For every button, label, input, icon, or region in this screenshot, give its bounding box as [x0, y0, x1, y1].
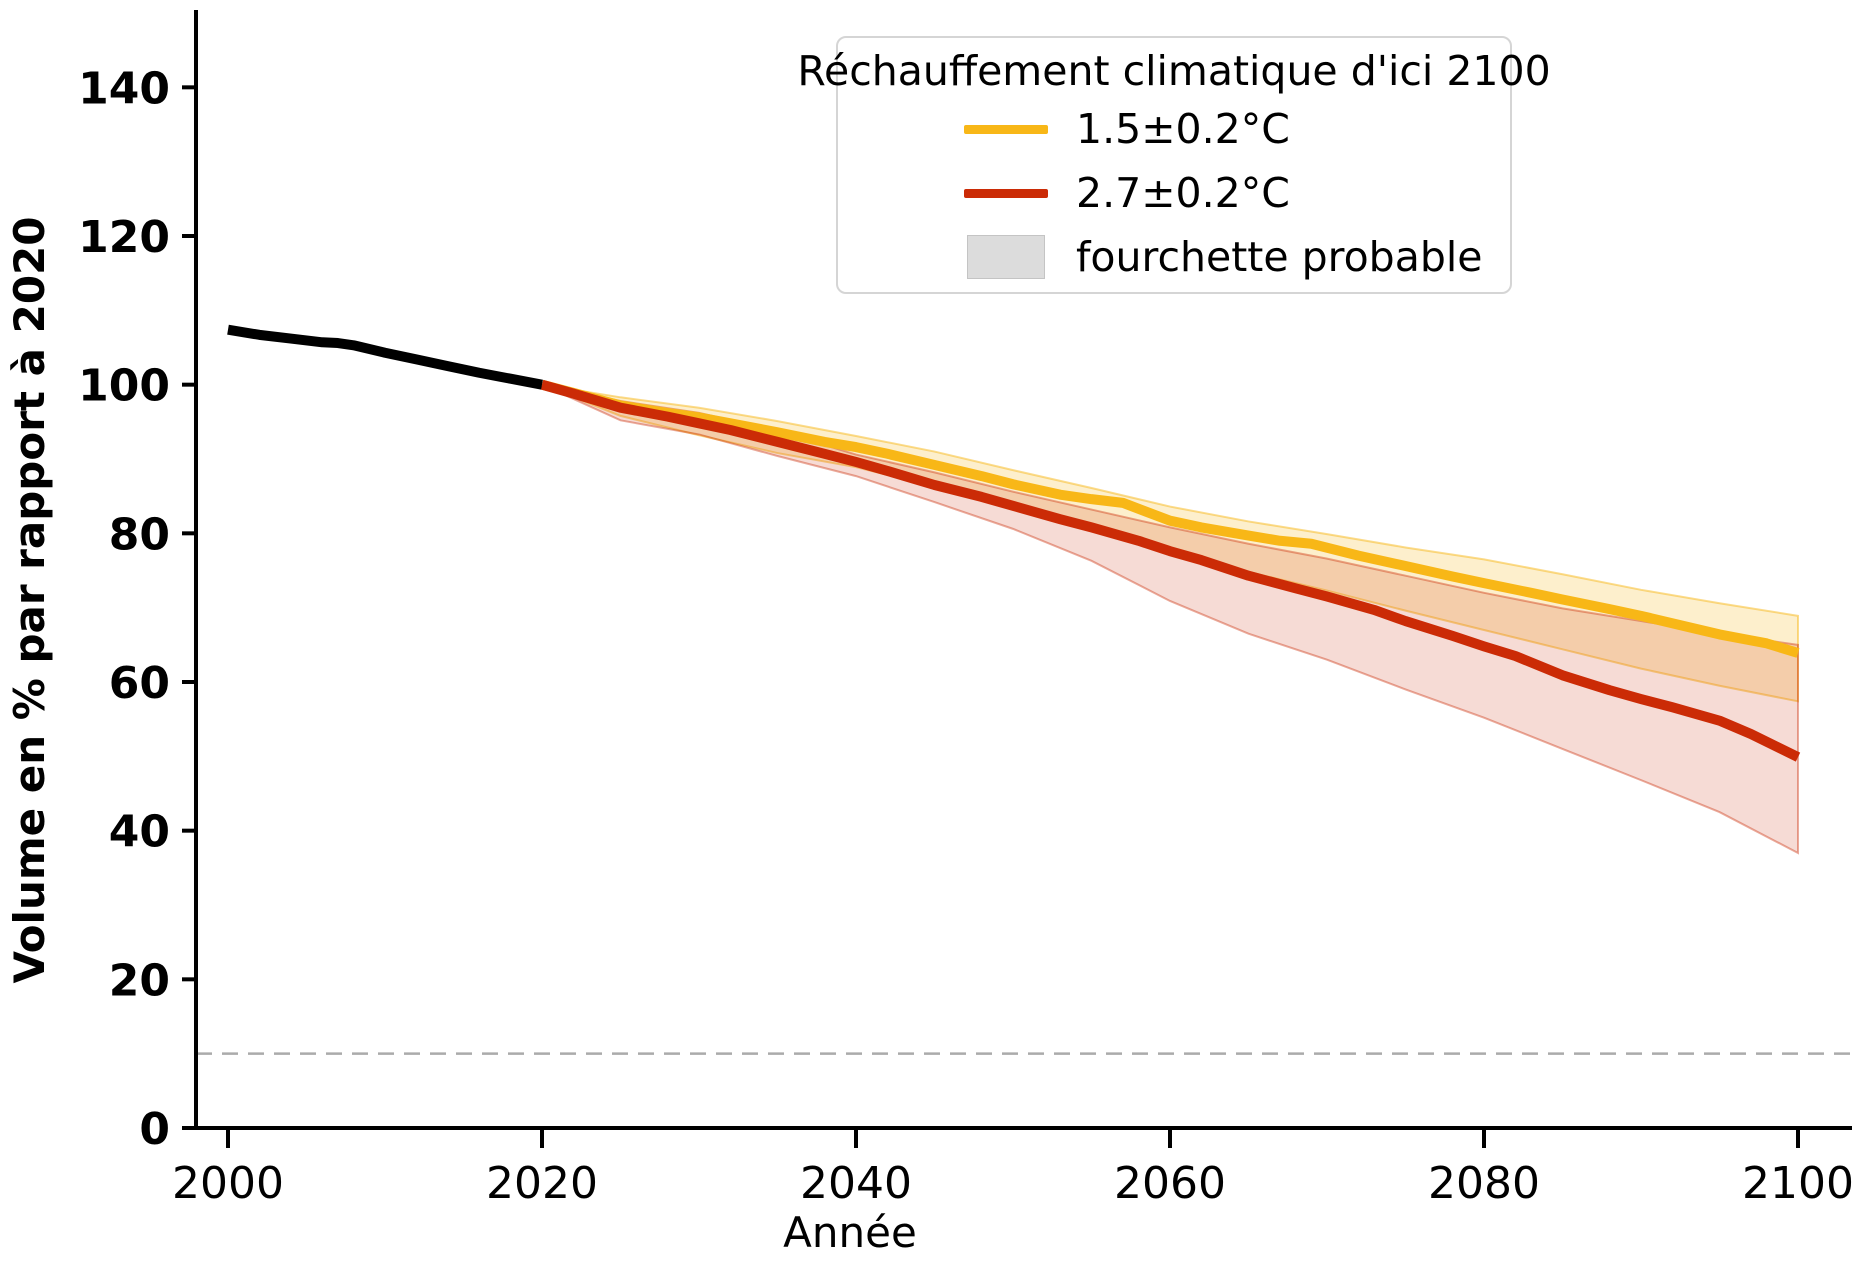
- data-lines: [227, 324, 1801, 762]
- x-tick-label: 2000: [172, 1158, 284, 1209]
- x-tick-label: 2080: [1428, 1158, 1540, 1209]
- x-tick-label: 2060: [1114, 1158, 1226, 1209]
- y-tick-label: 40: [109, 807, 170, 858]
- x-axis-label: Année: [783, 1208, 917, 1257]
- legend-item-2-7C: 2.7±0.2°C: [964, 161, 1384, 225]
- legend-title: Réchauffement climatique d'ici 2100: [797, 47, 1551, 95]
- series-line-observations: [227, 324, 543, 390]
- series-line-1-5C: [540, 379, 1800, 658]
- legend-item-1-5C: 1.5±0.2°C: [964, 97, 1384, 161]
- legend-line-swatch-red: [964, 188, 1048, 198]
- x-tick-label: 2100: [1742, 1158, 1854, 1209]
- legend-patch-swatch-gray: [964, 235, 1048, 280]
- legend-line-swatch-orange: [964, 124, 1048, 134]
- y-tick-label: 120: [78, 212, 170, 263]
- uncertainty-bands: [541, 383, 1799, 855]
- y-tick-label: 0: [139, 1104, 170, 1155]
- band-red: [541, 383, 1799, 855]
- y-tick-label: 20: [109, 955, 170, 1006]
- x-tick-label: 2040: [800, 1158, 912, 1209]
- y-tick-label: 60: [109, 658, 170, 709]
- x-tick-label: 2020: [486, 1158, 598, 1209]
- legend-label-1-5C: 1.5±0.2°C: [1076, 105, 1290, 154]
- legend-box: Réchauffement climatique d'ici 2100 1.5±…: [797, 36, 1551, 294]
- y-tick-label: 100: [78, 361, 170, 412]
- y-tick-label: 80: [109, 509, 170, 560]
- legend-label-fourchette: fourchette probable: [1076, 233, 1483, 282]
- legend-label-2-7C: 2.7±0.2°C: [1076, 169, 1290, 218]
- y-tick-label: 140: [78, 63, 170, 114]
- y-axis-label: Volume en % par rapport à 2020: [5, 217, 54, 984]
- legend-item-fourchette: fourchette probable: [964, 225, 1482, 289]
- axes: [182, 10, 1852, 1148]
- series-line-2-7C: [540, 379, 1801, 762]
